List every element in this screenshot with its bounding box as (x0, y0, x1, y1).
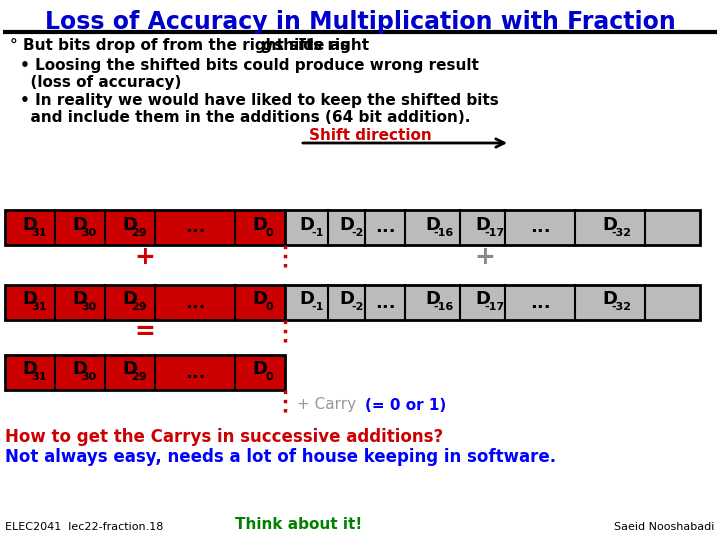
Text: 29: 29 (131, 373, 147, 382)
Text: 0: 0 (265, 227, 273, 238)
Text: -1: -1 (312, 227, 324, 238)
Text: D: D (73, 215, 88, 233)
Text: g: g (262, 38, 273, 53)
Text: -32: -32 (611, 227, 631, 238)
Text: ...: ... (185, 294, 205, 312)
Text: D: D (122, 291, 138, 308)
Text: 30: 30 (81, 302, 96, 313)
Text: 0: 0 (265, 373, 273, 382)
Text: D: D (426, 215, 441, 233)
Bar (5, 285, 285, 320)
Text: D: D (22, 361, 37, 379)
Text: -2: -2 (352, 302, 364, 313)
Text: -2: -2 (352, 227, 364, 238)
Text: D: D (22, 291, 37, 308)
Bar (285, 285, 700, 320)
Text: D: D (300, 291, 315, 308)
Text: D: D (475, 215, 490, 233)
Bar (285, 210, 700, 245)
Text: =: = (135, 320, 156, 344)
Text: 31: 31 (31, 302, 47, 313)
Text: + Carry: + Carry (297, 397, 356, 413)
Text: • Loosing the shifted bits could produce wrong result: • Loosing the shifted bits could produce… (20, 58, 479, 73)
Text: D: D (253, 361, 268, 379)
Text: 30: 30 (81, 373, 96, 382)
Text: Not always easy, needs a lot of house keeping in software.: Not always easy, needs a lot of house ke… (5, 448, 556, 466)
Text: -16: -16 (434, 227, 454, 238)
Text: -1: -1 (312, 302, 324, 313)
Text: shifts right: shifts right (269, 38, 369, 53)
Text: (loss of accuracy): (loss of accuracy) (20, 75, 181, 90)
Text: -16: -16 (434, 302, 454, 313)
Bar (5, 210, 285, 245)
Text: Saeid Nooshabadi: Saeid Nooshabadi (613, 522, 714, 532)
Text: 29: 29 (131, 302, 147, 313)
Text: D: D (340, 291, 354, 308)
Text: D: D (603, 215, 618, 233)
Text: -32: -32 (611, 302, 631, 313)
Text: +: + (474, 245, 495, 269)
Text: 31: 31 (31, 227, 47, 238)
Text: Loss of Accuracy in Multiplication with Fraction: Loss of Accuracy in Multiplication with … (45, 10, 675, 34)
Text: -17: -17 (484, 227, 504, 238)
Bar (5, 355, 285, 390)
Text: D: D (73, 361, 88, 379)
Text: ...: ... (530, 294, 550, 312)
Text: ° But bits drop of from the right side as: ° But bits drop of from the right side a… (10, 38, 354, 53)
Text: and include them in the additions (64 bit addition).: and include them in the additions (64 bi… (20, 110, 470, 125)
Text: D: D (122, 215, 138, 233)
Text: ...: ... (185, 363, 205, 381)
Text: ELEC2041  lec22-fraction.18: ELEC2041 lec22-fraction.18 (5, 522, 163, 532)
Text: 29: 29 (131, 227, 147, 238)
Text: D: D (73, 291, 88, 308)
Text: D: D (300, 215, 315, 233)
Text: D: D (475, 291, 490, 308)
Text: D: D (340, 215, 354, 233)
Text: ...: ... (374, 294, 395, 312)
Text: D: D (122, 361, 138, 379)
Text: Shift direction: Shift direction (309, 128, 431, 143)
Text: -17: -17 (484, 302, 504, 313)
Text: +: + (135, 245, 156, 269)
Text: ...: ... (374, 219, 395, 237)
Text: ...: ... (530, 219, 550, 237)
Text: • In reality we would have liked to keep the shifted bits: • In reality we would have liked to keep… (20, 93, 499, 108)
Text: D: D (603, 291, 618, 308)
Text: 30: 30 (81, 227, 96, 238)
Text: ...: ... (185, 219, 205, 237)
Text: D: D (253, 291, 268, 308)
Text: D: D (22, 215, 37, 233)
Text: Think about it!: Think about it! (235, 517, 362, 532)
Text: (= 0 or 1): (= 0 or 1) (365, 397, 446, 413)
Text: 31: 31 (31, 373, 47, 382)
Text: 0: 0 (265, 302, 273, 313)
Text: D: D (426, 291, 441, 308)
Text: D: D (253, 215, 268, 233)
Text: How to get the Carrys in successive additions?: How to get the Carrys in successive addi… (5, 428, 444, 446)
